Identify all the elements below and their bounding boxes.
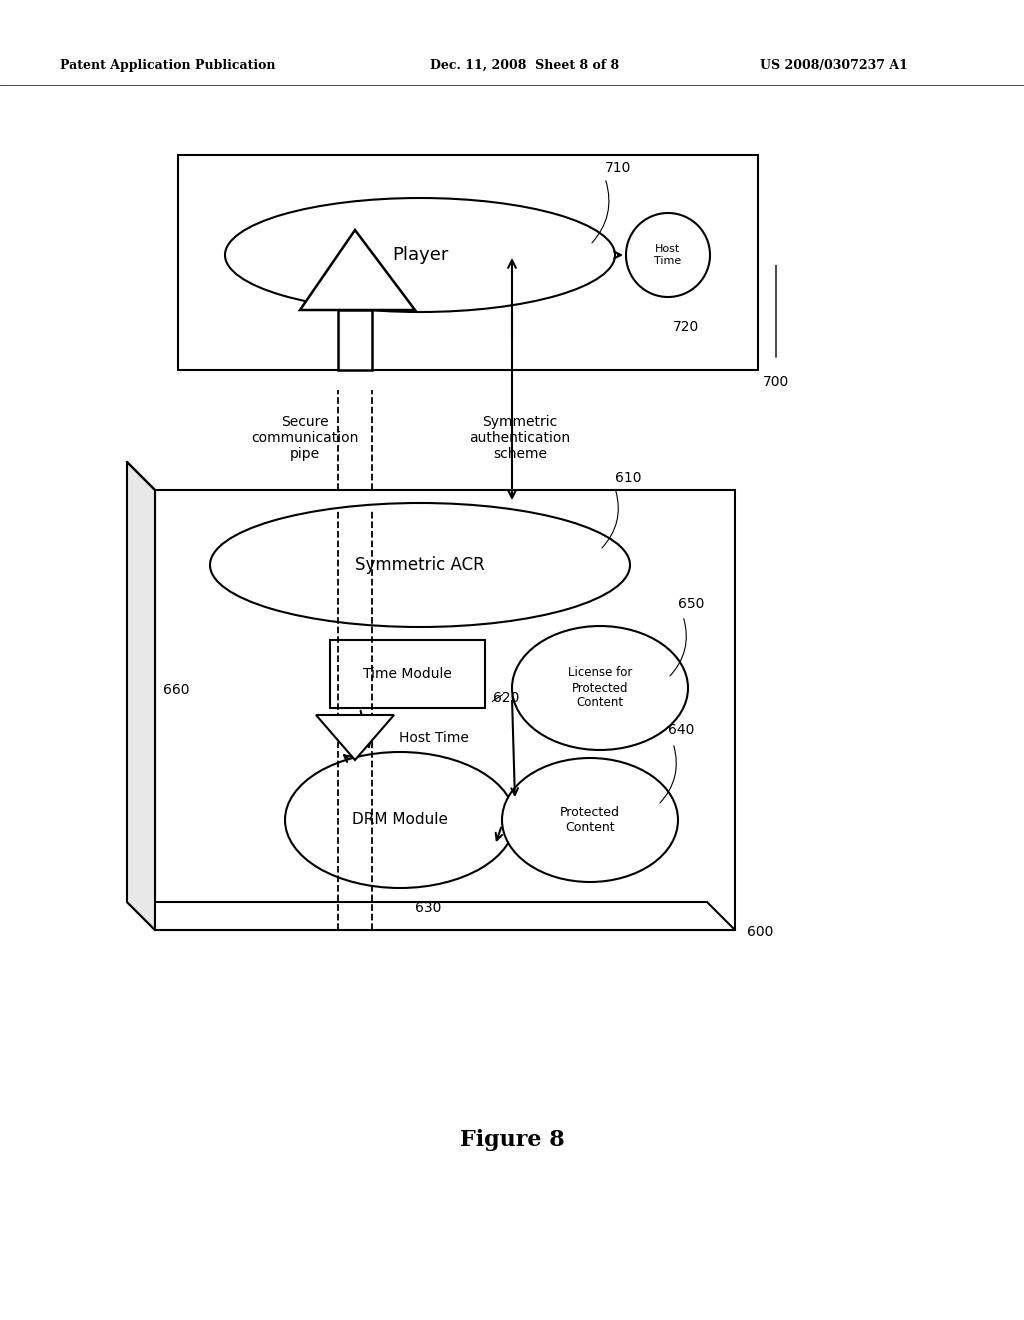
Text: Patent Application Publication: Patent Application Publication <box>60 58 275 71</box>
Polygon shape <box>127 902 735 931</box>
Text: Protected
Content: Protected Content <box>560 807 620 834</box>
Text: 720: 720 <box>673 319 699 334</box>
Text: Dec. 11, 2008  Sheet 8 of 8: Dec. 11, 2008 Sheet 8 of 8 <box>430 58 620 71</box>
Text: 640: 640 <box>668 723 694 737</box>
Text: Time Module: Time Module <box>364 667 452 681</box>
Text: 630: 630 <box>415 902 441 915</box>
Polygon shape <box>127 462 155 931</box>
Bar <box>330 640 485 708</box>
Text: Figure 8: Figure 8 <box>460 1129 564 1151</box>
Text: 710: 710 <box>605 161 632 176</box>
Ellipse shape <box>502 758 678 882</box>
Text: Time: Time <box>340 731 374 744</box>
Text: Host Time: Host Time <box>399 730 469 744</box>
Text: Secure
communication
pipe: Secure communication pipe <box>251 414 358 462</box>
Ellipse shape <box>512 626 688 750</box>
Polygon shape <box>300 230 415 310</box>
Ellipse shape <box>210 503 630 627</box>
Ellipse shape <box>225 198 615 312</box>
Text: Symmetric
authentication
scheme: Symmetric authentication scheme <box>469 414 570 462</box>
Circle shape <box>626 213 710 297</box>
Text: 610: 610 <box>615 471 641 484</box>
Polygon shape <box>316 715 394 760</box>
Text: Host
Time: Host Time <box>654 244 682 265</box>
Text: 700: 700 <box>763 375 790 389</box>
Text: 620: 620 <box>493 690 519 705</box>
Bar <box>155 490 735 931</box>
Text: 600: 600 <box>746 925 773 939</box>
Polygon shape <box>338 310 372 370</box>
Text: Symmetric ACR: Symmetric ACR <box>355 556 485 574</box>
Text: Player: Player <box>392 246 449 264</box>
Text: 650: 650 <box>678 597 705 611</box>
Text: License for
Protected
Content: License for Protected Content <box>568 667 632 710</box>
Text: DRM Module: DRM Module <box>352 813 449 828</box>
Text: US 2008/0307237 A1: US 2008/0307237 A1 <box>760 58 908 71</box>
Ellipse shape <box>285 752 515 888</box>
Text: 660: 660 <box>163 682 189 697</box>
Bar <box>178 154 758 370</box>
